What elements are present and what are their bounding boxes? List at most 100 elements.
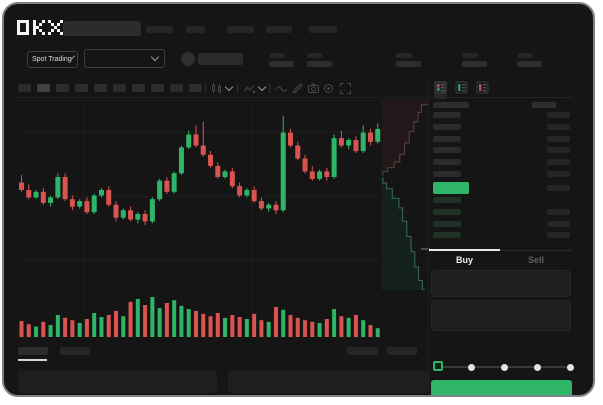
candle — [287, 128, 293, 148]
timeframe-button[interactable] — [56, 84, 69, 92]
orderbook-row[interactable] — [429, 171, 572, 183]
orderbook-both-icon[interactable] — [434, 81, 447, 99]
orderbook-row[interactable] — [429, 112, 572, 124]
indicators-icon[interactable] — [243, 82, 256, 95]
bottom-action[interactable] — [387, 347, 417, 355]
price-input[interactable] — [431, 270, 571, 297]
candle-style-icon[interactable] — [210, 82, 223, 95]
amount-slider-handle[interactable] — [433, 361, 443, 371]
timeframe-button[interactable] — [132, 84, 145, 92]
candle — [324, 167, 330, 181]
orderbook-asks-icon[interactable] — [476, 81, 489, 99]
settings-icon[interactable] — [322, 82, 335, 95]
market-type-selector[interactable]: Spot Trading — [27, 51, 78, 68]
bottom-action[interactable] — [347, 347, 378, 355]
panel-divider — [428, 78, 429, 395]
candle — [200, 121, 206, 157]
timeframe-button[interactable] — [75, 84, 88, 92]
volume-bar — [288, 315, 293, 337]
candle — [120, 208, 126, 220]
slider-stop[interactable] — [566, 364, 574, 371]
line-tools-icon[interactable] — [275, 82, 288, 95]
timeframe-button[interactable] — [170, 84, 183, 92]
candle — [157, 178, 163, 202]
orderbook-cell — [547, 185, 570, 191]
orderbook-row[interactable] — [429, 220, 572, 233]
volume-bar — [70, 320, 75, 337]
orderbook-row[interactable] — [429, 232, 572, 244]
amount-cell — [547, 123, 570, 130]
nav-item[interactable] — [266, 26, 292, 33]
timeframe-button[interactable] — [189, 84, 202, 92]
volume-bar — [48, 325, 53, 337]
volume-bar — [128, 301, 133, 337]
volume-bar — [172, 300, 177, 337]
timeframe-button[interactable] — [113, 84, 126, 92]
candle — [375, 123, 381, 144]
candle — [55, 173, 61, 200]
candle — [33, 189, 39, 200]
nav-item[interactable] — [309, 26, 337, 33]
volume-bar — [252, 313, 257, 337]
depth-ask-area — [381, 99, 428, 176]
orderbook-row[interactable] — [429, 147, 572, 159]
orderbook-row[interactable] — [429, 135, 572, 148]
bottom-tab[interactable] — [60, 347, 90, 355]
volume-bar — [99, 317, 104, 337]
orderbook-row[interactable] — [429, 123, 572, 136]
last-price-badge[interactable] — [433, 182, 469, 194]
okx-logo[interactable] — [17, 20, 63, 35]
amount-cell — [547, 171, 570, 177]
candle — [237, 182, 243, 198]
volume-bar — [41, 321, 46, 337]
orderbook-bids-icon[interactable] — [455, 81, 468, 99]
fullscreen-icon[interactable] — [339, 82, 352, 95]
price-cell — [433, 232, 461, 239]
pair-name-skeleton — [198, 53, 243, 65]
chevron-down-icon — [150, 52, 160, 62]
slider-stop[interactable] — [500, 364, 508, 371]
nav-item[interactable] — [227, 26, 254, 33]
search-input[interactable] — [63, 21, 141, 36]
orderbook-row[interactable] — [429, 208, 572, 221]
price-cell — [433, 123, 461, 130]
chevron-down-icon[interactable] — [224, 82, 234, 92]
candle — [317, 169, 323, 181]
amount-cell — [547, 112, 570, 118]
chevron-down-icon[interactable] — [257, 82, 267, 92]
volume-bar — [92, 313, 97, 337]
draw-icon[interactable] — [291, 82, 304, 95]
tabbar-divider — [429, 250, 572, 251]
tab-buy[interactable]: Buy — [455, 255, 473, 265]
candle — [178, 145, 184, 176]
orderbook-row[interactable] — [429, 159, 572, 171]
nav-item[interactable] — [186, 26, 205, 33]
amount-input[interactable] — [431, 300, 571, 331]
volume-bar — [215, 313, 220, 337]
candle — [40, 188, 46, 205]
volume-bar — [121, 316, 126, 337]
camera-icon[interactable] — [307, 82, 320, 95]
timeframe-button[interactable] — [151, 84, 164, 92]
slider-stop[interactable] — [467, 364, 475, 371]
volume-bar — [208, 316, 213, 337]
candle — [149, 197, 155, 224]
amount-cell — [547, 147, 570, 154]
bottom-tab-active[interactable] — [18, 347, 48, 355]
volume-bar — [186, 309, 191, 337]
candle — [273, 201, 279, 214]
volume-bar — [114, 311, 119, 337]
timeframe-button[interactable] — [94, 84, 107, 92]
pair-selector[interactable] — [84, 49, 165, 68]
nav-item[interactable] — [146, 26, 173, 33]
orderbook-row[interactable] — [429, 197, 572, 209]
gridline — [18, 196, 382, 197]
tab-sell[interactable]: Sell — [527, 255, 544, 265]
slider-stop[interactable] — [533, 364, 541, 371]
timeframe-button[interactable] — [37, 84, 50, 92]
timeframe-button[interactable] — [18, 84, 31, 92]
panel-header-divider — [429, 97, 572, 98]
market-type-label: Spot Trading — [32, 56, 72, 63]
buy-button[interactable] — [431, 380, 572, 395]
candle — [77, 199, 83, 209]
